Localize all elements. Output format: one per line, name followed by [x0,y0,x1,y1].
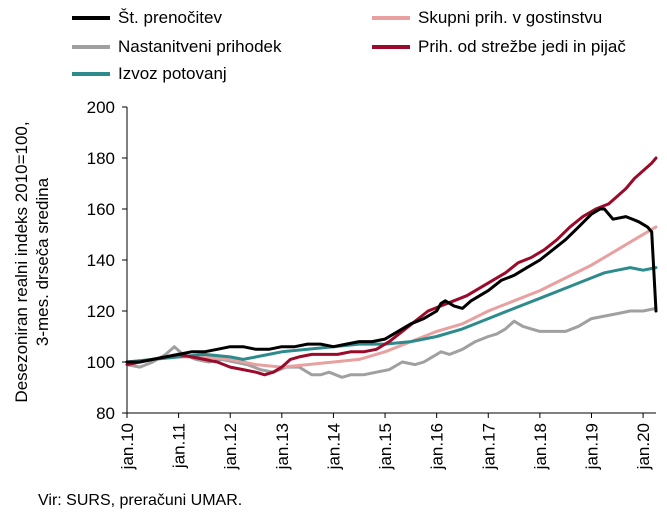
y-tick-label: 180 [87,149,115,168]
x-tick-label: jan.20 [634,423,653,470]
x-tick-label: jan.19 [582,423,601,470]
legend-swatch-total-revenue [372,16,410,20]
chart-axes: 80 100 120 140 160 180 200 jan.10 jan.11 jan.12 ja… [87,98,656,470]
legend-swatch-travel-exports [72,72,110,76]
legend-item-accommodation: Nastanitveni prihodek [72,37,281,57]
y-tick-label: 100 [87,353,115,372]
series-line-total-revenue [125,225,658,369]
series-line-nights [125,207,658,364]
x-tick-label: jan.12 [221,423,240,470]
legend-label-accommodation: Nastanitveni prihodek [118,37,282,56]
y-tick-label: 140 [87,251,115,270]
chart-series [125,156,658,379]
y-tick-label: 160 [87,200,115,219]
legend-swatch-nights [72,16,110,20]
x-tick-label: jan.18 [531,423,550,470]
y-tick-label: 120 [87,302,115,321]
x-tick-label: jan.14 [324,423,343,470]
source-note: Vir: SURS, preračuni UMAR. [38,492,243,509]
legend-label-total-revenue: Skupni prih. v gostinstvu [418,8,603,27]
series-line-food-beverage [125,156,658,377]
y-axis-label-line2: 3-mes. drseča sredina [33,177,52,346]
legend-item-food-beverage: Prih. od strežbe jedi in pijač [372,37,626,57]
legend-item-total-revenue: Skupni prih. v gostinstvu [372,8,602,28]
x-tick-label: jan.11 [170,423,189,469]
legend-label-travel-exports: Izvoz potovanj [118,64,227,83]
x-tick-label: jan.17 [479,423,498,470]
y-axis-label-line1: Desezoniran realni indeks 2010=100, [12,121,31,402]
x-tick-label: jan.16 [428,423,447,470]
legend-label-nights: Št. prenočitev [118,8,222,27]
x-tick-label: jan.15 [376,423,395,470]
x-tick-label: jan.10 [118,423,137,470]
series-line-travel-exports [125,266,658,364]
legend-item-travel-exports: Izvoz potovanj [72,64,227,84]
legend-label-food-beverage: Prih. od strežbe jedi in pijač [418,37,626,56]
legend-swatch-food-beverage [372,45,410,49]
legend-swatch-accommodation [72,45,110,49]
y-tick-label: 200 [87,98,115,117]
x-tick-label: jan.13 [273,423,292,470]
series-line-accommodation [125,306,658,379]
legend-item-nights: Št. prenočitev [72,8,222,28]
y-tick-label: 80 [96,404,115,423]
